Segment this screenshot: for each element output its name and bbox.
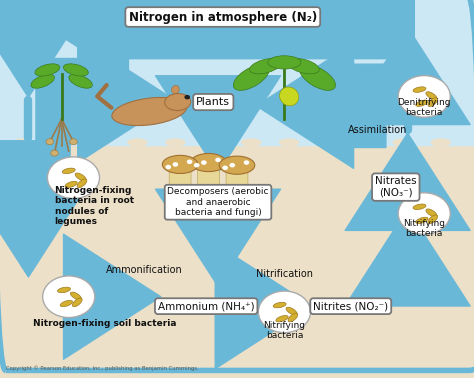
Circle shape: [70, 139, 77, 145]
Circle shape: [173, 162, 178, 167]
Ellipse shape: [416, 100, 428, 106]
Text: Ammonium (NH₄⁺): Ammonium (NH₄⁺): [158, 301, 255, 311]
Ellipse shape: [166, 139, 185, 146]
Ellipse shape: [426, 92, 437, 99]
Ellipse shape: [172, 85, 179, 94]
Text: Denitrifying
bacteria: Denitrifying bacteria: [398, 98, 451, 118]
Ellipse shape: [280, 139, 299, 146]
Text: Nitrogen-fixing
bacteria in root
nodules of
legumes: Nitrogen-fixing bacteria in root nodules…: [55, 186, 134, 226]
Ellipse shape: [288, 313, 298, 322]
Text: Nitrifying
bacteria: Nitrifying bacteria: [264, 321, 305, 341]
Circle shape: [229, 163, 235, 167]
Ellipse shape: [280, 87, 299, 106]
Ellipse shape: [70, 292, 82, 300]
Circle shape: [165, 165, 171, 169]
Ellipse shape: [318, 139, 337, 146]
Ellipse shape: [273, 302, 286, 308]
Circle shape: [51, 150, 58, 156]
Text: Plants: Plants: [196, 97, 230, 107]
Ellipse shape: [300, 65, 336, 90]
Ellipse shape: [242, 139, 261, 146]
Circle shape: [222, 166, 228, 170]
Ellipse shape: [428, 215, 438, 224]
Ellipse shape: [393, 139, 412, 146]
Ellipse shape: [73, 298, 82, 307]
Ellipse shape: [162, 155, 198, 174]
Ellipse shape: [69, 74, 92, 88]
Ellipse shape: [57, 287, 71, 293]
Ellipse shape: [431, 139, 450, 146]
Circle shape: [201, 160, 207, 165]
Text: Copyright © Pearson Education, Inc., publishing as Benjamin Cummings.: Copyright © Pearson Education, Inc., pub…: [6, 366, 199, 371]
Text: Nitrifying
bacteria: Nitrifying bacteria: [403, 219, 445, 239]
Ellipse shape: [112, 98, 187, 125]
Bar: [0, 146, 474, 378]
Ellipse shape: [428, 98, 438, 107]
Ellipse shape: [128, 139, 147, 146]
Ellipse shape: [416, 217, 428, 223]
Circle shape: [43, 276, 95, 318]
Ellipse shape: [60, 301, 73, 307]
Ellipse shape: [233, 65, 269, 90]
Ellipse shape: [165, 93, 191, 111]
Circle shape: [244, 160, 249, 165]
Circle shape: [46, 139, 54, 145]
Ellipse shape: [288, 59, 319, 74]
Ellipse shape: [35, 64, 60, 76]
Ellipse shape: [250, 59, 281, 74]
Ellipse shape: [413, 204, 426, 209]
Text: Nitrification: Nitrification: [256, 269, 313, 279]
Circle shape: [398, 193, 450, 234]
Text: Nitrogen in atmosphere (N₂): Nitrogen in atmosphere (N₂): [128, 11, 317, 23]
Ellipse shape: [413, 87, 426, 92]
Circle shape: [194, 163, 200, 167]
Text: Ammonification: Ammonification: [106, 265, 183, 275]
Ellipse shape: [356, 139, 374, 146]
Ellipse shape: [426, 209, 437, 217]
Text: Nitrogen-fixing soil bacteria: Nitrogen-fixing soil bacteria: [33, 319, 177, 328]
FancyBboxPatch shape: [198, 164, 219, 189]
Ellipse shape: [204, 139, 223, 146]
Text: Decomposers (aerobic
and anaerobic
bacteria and fungi): Decomposers (aerobic and anaerobic bacte…: [167, 187, 269, 217]
Ellipse shape: [219, 156, 255, 174]
Text: Assimilation: Assimilation: [348, 125, 408, 135]
Ellipse shape: [75, 173, 86, 181]
Circle shape: [47, 157, 100, 198]
FancyBboxPatch shape: [169, 166, 191, 191]
Ellipse shape: [77, 179, 87, 188]
Ellipse shape: [65, 181, 77, 187]
Text: Nitrates
(NO₃⁻): Nitrates (NO₃⁻): [375, 176, 417, 198]
Ellipse shape: [31, 74, 55, 88]
Circle shape: [215, 158, 221, 162]
Ellipse shape: [276, 316, 288, 322]
Ellipse shape: [90, 139, 109, 146]
Ellipse shape: [286, 307, 297, 315]
FancyBboxPatch shape: [226, 167, 248, 192]
Circle shape: [258, 291, 310, 333]
Ellipse shape: [64, 64, 88, 76]
Ellipse shape: [52, 139, 71, 146]
Ellipse shape: [268, 56, 301, 69]
Ellipse shape: [14, 139, 33, 146]
Ellipse shape: [191, 153, 227, 172]
Circle shape: [398, 76, 450, 117]
Ellipse shape: [62, 168, 75, 174]
Text: Nitrites (NO₂⁻): Nitrites (NO₂⁻): [313, 301, 388, 311]
Circle shape: [187, 160, 192, 164]
Circle shape: [184, 95, 190, 99]
